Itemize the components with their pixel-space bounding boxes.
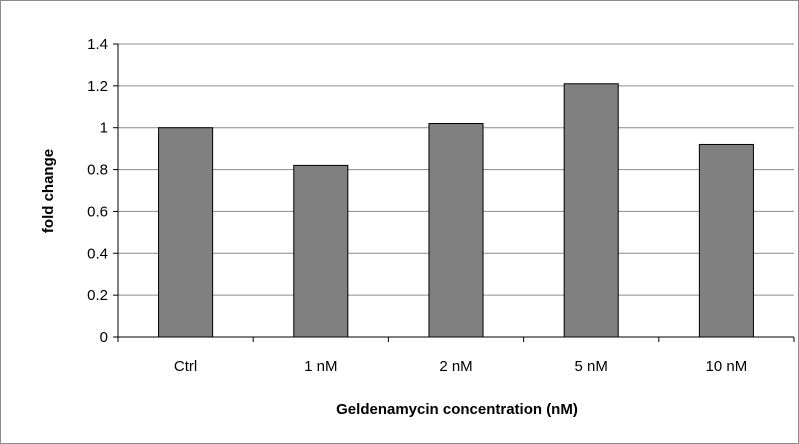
x-tick-label: 10 nM xyxy=(706,358,748,375)
y-tick-label: 0.8 xyxy=(87,162,108,179)
y-axis-title: fold change xyxy=(40,149,57,233)
y-tick-label: 1 xyxy=(100,120,108,137)
y-tick-label: 1.4 xyxy=(87,36,108,53)
y-tick-label: 0 xyxy=(100,329,108,346)
x-tick-label: 2 nM xyxy=(439,358,472,375)
bar-ctrl xyxy=(158,127,214,338)
x-axis-title: Geldenamycin concentration (nM) xyxy=(336,401,578,418)
x-tick-labels: Ctrl 1 nM 2 nM 5 nM 10 nM xyxy=(174,358,747,375)
bar-1-nm xyxy=(293,164,349,338)
bar-2-nm xyxy=(428,123,484,338)
bars xyxy=(158,83,754,338)
bar-5-nm xyxy=(563,83,619,338)
y-tick-label: 0.2 xyxy=(87,287,108,304)
x-tick-label: 1 nM xyxy=(304,358,337,375)
bar-10-nm xyxy=(698,143,754,338)
axes xyxy=(113,43,795,342)
y-tick-label: 0.4 xyxy=(87,245,108,262)
x-tick-label: Ctrl xyxy=(174,358,197,375)
y-tick-labels: 0 0.2 0.4 0.6 0.8 1 1.2 1.4 xyxy=(87,36,108,346)
y-tick-label: 0.6 xyxy=(87,203,108,220)
y-tick-label: 1.2 xyxy=(87,78,108,95)
x-tick-label: 5 nM xyxy=(575,358,608,375)
